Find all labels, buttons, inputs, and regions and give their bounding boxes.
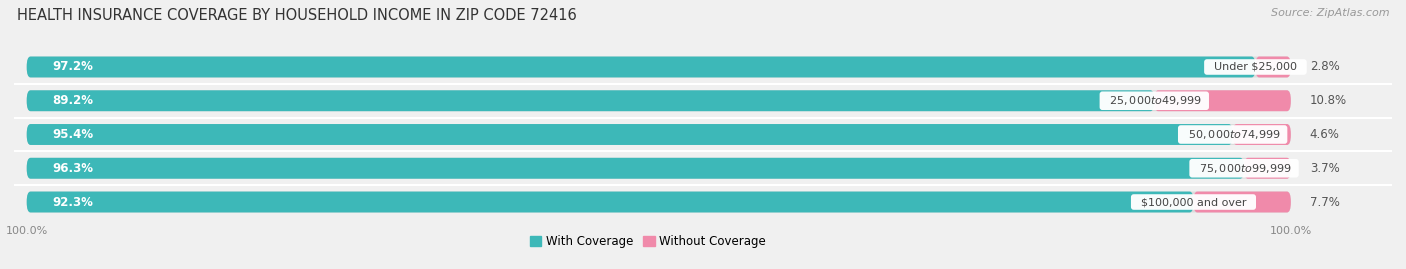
Text: 10.8%: 10.8% <box>1310 94 1347 107</box>
FancyBboxPatch shape <box>1194 192 1291 213</box>
FancyBboxPatch shape <box>1154 90 1291 111</box>
FancyBboxPatch shape <box>27 90 1291 111</box>
FancyBboxPatch shape <box>27 124 1233 145</box>
Text: 95.4%: 95.4% <box>52 128 93 141</box>
Text: 3.7%: 3.7% <box>1310 162 1340 175</box>
FancyBboxPatch shape <box>27 90 1154 111</box>
Text: 96.3%: 96.3% <box>52 162 93 175</box>
Text: $75,000 to $99,999: $75,000 to $99,999 <box>1192 162 1296 175</box>
FancyBboxPatch shape <box>1244 158 1291 179</box>
FancyBboxPatch shape <box>27 124 1291 145</box>
Text: Source: ZipAtlas.com: Source: ZipAtlas.com <box>1271 8 1389 18</box>
FancyBboxPatch shape <box>27 192 1291 213</box>
Text: $25,000 to $49,999: $25,000 to $49,999 <box>1102 94 1206 107</box>
Text: 4.6%: 4.6% <box>1310 128 1340 141</box>
FancyBboxPatch shape <box>27 192 1194 213</box>
FancyBboxPatch shape <box>1256 56 1291 77</box>
FancyBboxPatch shape <box>1233 124 1291 145</box>
FancyBboxPatch shape <box>27 158 1291 179</box>
Text: 2.8%: 2.8% <box>1310 61 1340 73</box>
FancyBboxPatch shape <box>27 158 1244 179</box>
FancyBboxPatch shape <box>27 56 1291 77</box>
Text: HEALTH INSURANCE COVERAGE BY HOUSEHOLD INCOME IN ZIP CODE 72416: HEALTH INSURANCE COVERAGE BY HOUSEHOLD I… <box>17 8 576 23</box>
Text: 89.2%: 89.2% <box>52 94 93 107</box>
Text: $50,000 to $74,999: $50,000 to $74,999 <box>1181 128 1285 141</box>
Text: 92.3%: 92.3% <box>52 196 93 208</box>
Text: Under $25,000: Under $25,000 <box>1206 62 1303 72</box>
Text: 97.2%: 97.2% <box>52 61 93 73</box>
FancyBboxPatch shape <box>27 56 1256 77</box>
Legend: With Coverage, Without Coverage: With Coverage, Without Coverage <box>524 230 770 253</box>
Text: $100,000 and over: $100,000 and over <box>1133 197 1253 207</box>
Text: 7.7%: 7.7% <box>1310 196 1340 208</box>
